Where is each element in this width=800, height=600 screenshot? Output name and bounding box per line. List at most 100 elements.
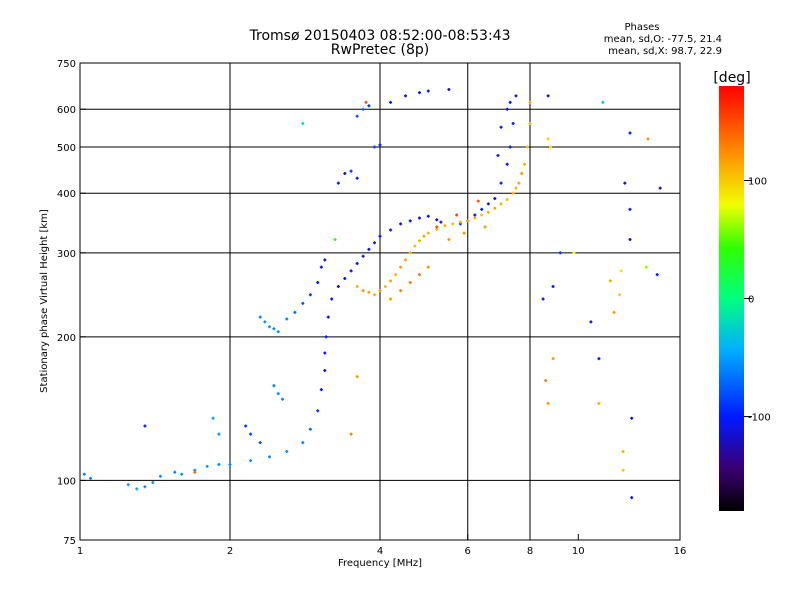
data-point-series-2 — [458, 220, 462, 224]
stats-line-o: mean, sd,O: -77.5, 21.4 — [604, 34, 722, 45]
data-point-series-1 — [499, 181, 503, 185]
chart-title: Tromsø 20150403 08:52:00-08:53:43 — [249, 28, 511, 44]
data-point-series-2 — [473, 216, 477, 220]
data-point-series-1 — [630, 496, 634, 500]
data-point-series-1 — [597, 401, 601, 405]
data-point-series-2 — [399, 289, 403, 293]
data-point-series-2 — [528, 122, 532, 126]
data-point-series-1 — [439, 220, 443, 224]
x-tick-label: 6 — [465, 546, 471, 557]
data-point-series-1 — [126, 483, 130, 487]
data-point-series-2 — [349, 432, 353, 436]
data-point-series-2 — [426, 265, 430, 269]
data-point-series-1 — [378, 234, 382, 238]
data-point-series-1 — [367, 104, 371, 108]
data-point-series-2 — [447, 237, 451, 241]
points-layer — [82, 87, 662, 500]
data-point-series-1 — [551, 284, 555, 288]
data-point-series-1 — [244, 424, 248, 428]
data-point-series-1 — [319, 265, 323, 269]
data-point-series-1 — [158, 474, 162, 478]
data-point-series-2 — [193, 470, 197, 474]
data-point-series-2 — [417, 273, 421, 277]
data-point-series-2 — [367, 290, 371, 294]
data-point-series-1 — [403, 94, 407, 98]
data-point-series-1 — [551, 357, 555, 361]
data-point-series-1 — [612, 310, 616, 314]
data-point-series-1 — [301, 122, 305, 126]
data-point-series-1 — [399, 222, 403, 226]
data-point-series-1 — [135, 487, 139, 491]
data-point-series-1 — [435, 218, 439, 222]
data-point-series-1 — [367, 247, 371, 251]
data-point-series-2 — [389, 279, 393, 283]
data-point-series-1 — [301, 301, 305, 305]
data-point-series-1 — [361, 254, 365, 258]
x-tick-label: 2 — [227, 546, 233, 557]
data-point-series-2 — [466, 219, 470, 223]
data-point-series-2 — [455, 213, 459, 217]
data-point-series-1 — [511, 122, 515, 126]
data-point-series-1 — [546, 401, 550, 405]
data-point-series-1 — [336, 284, 340, 288]
data-point-series-2 — [462, 231, 466, 235]
data-point-series-1 — [173, 470, 177, 474]
data-point-series-2 — [476, 199, 480, 203]
data-point-series-1 — [486, 202, 490, 206]
data-point-series-1 — [343, 171, 347, 175]
data-point-series-1 — [217, 462, 221, 466]
x-tick-label: 8 — [527, 546, 533, 557]
data-point-series-1 — [336, 181, 340, 185]
y-axis-label: Stationary phase Virtual Height [km] — [39, 209, 50, 393]
stats-header: Phases — [624, 22, 659, 33]
data-point-series-2 — [426, 231, 430, 235]
data-point-series-1 — [646, 137, 650, 141]
x-tick-label: 1 — [77, 546, 83, 557]
data-point-series-2 — [514, 186, 518, 190]
data-point-series-1 — [349, 269, 353, 273]
y-tick-label: 750 — [57, 59, 76, 70]
data-point-series-1 — [361, 107, 365, 111]
data-point-series-1 — [326, 315, 330, 319]
data-point-series-1 — [644, 265, 648, 269]
ticks-layer: 1 2 4 6 8 10 16 75 100 200 300 400 500 600 750 — [57, 59, 686, 557]
data-point-series-1 — [323, 368, 327, 372]
data-point-series-1 — [473, 213, 477, 217]
data-point-series-1 — [628, 237, 632, 241]
data-point-series-1 — [211, 416, 215, 420]
data-point-series-1 — [389, 228, 393, 232]
data-point-series-2 — [361, 289, 365, 293]
y-tick-label: 100 — [57, 476, 76, 487]
data-point-series-2 — [549, 145, 553, 149]
data-point-series-1 — [621, 449, 625, 453]
data-point-series-1 — [628, 207, 632, 211]
data-point-series-2 — [525, 145, 529, 149]
data-point-series-2 — [528, 100, 532, 104]
data-point-series-1 — [658, 186, 662, 190]
data-point-series-1 — [205, 464, 209, 468]
data-point-series-2 — [399, 265, 403, 269]
data-point-series-2 — [355, 284, 359, 288]
data-point-series-1 — [151, 480, 155, 484]
data-point-series-1 — [276, 392, 280, 396]
data-point-series-1 — [373, 241, 377, 245]
data-point-series-1 — [630, 416, 634, 420]
data-point-series-2 — [517, 181, 521, 185]
colorbar-tick-label: 100 — [748, 176, 767, 187]
data-point-series-1 — [308, 427, 312, 431]
data-point-series-2 — [408, 280, 412, 284]
data-point-series-1 — [267, 325, 271, 329]
colorbar — [719, 86, 744, 511]
data-point-series-1 — [349, 169, 353, 173]
data-point-series-1 — [373, 145, 377, 149]
data-point-series-1 — [180, 472, 184, 476]
data-point-series-1 — [480, 207, 484, 211]
data-point-series-1 — [249, 432, 253, 436]
y-tick-label: 300 — [57, 249, 76, 260]
data-point-series-1 — [619, 269, 623, 273]
data-point-series-1 — [417, 91, 421, 95]
data-point-series-1 — [228, 462, 232, 466]
data-point-series-1 — [249, 459, 253, 463]
y-tick-label: 600 — [57, 105, 76, 116]
data-point-series-1 — [608, 279, 612, 283]
